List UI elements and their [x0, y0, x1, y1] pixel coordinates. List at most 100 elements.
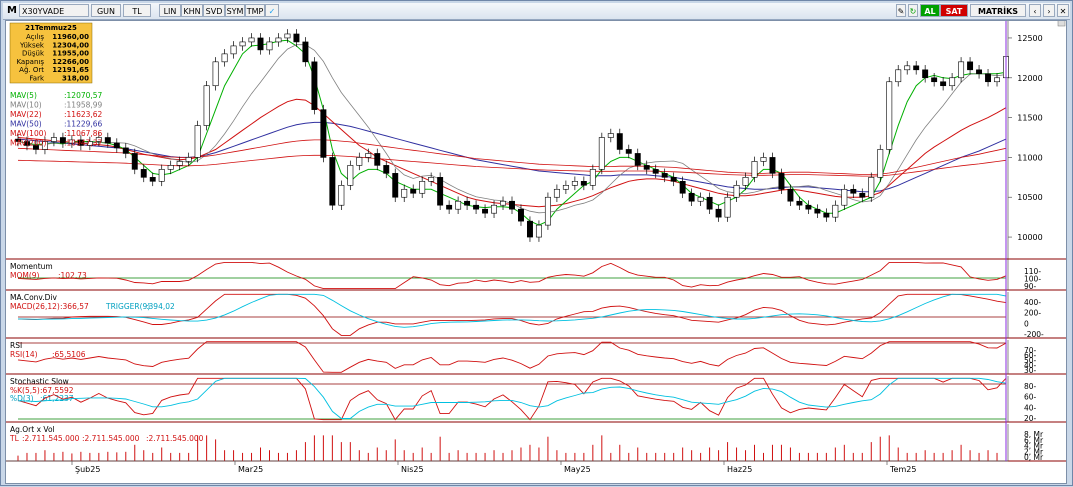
- candle: [607, 133, 614, 138]
- candle: [347, 165, 354, 186]
- line-chart-button[interactable]: LIN: [159, 4, 181, 17]
- currency-button[interactable]: TL: [123, 4, 151, 17]
- momentum-panel-title: Momentum: [10, 262, 53, 271]
- scroll-right-icon[interactable]: ›: [1043, 4, 1055, 17]
- candle: [634, 153, 641, 166]
- candle: [455, 200, 462, 210]
- scroll-left-icon[interactable]: ‹: [1029, 4, 1041, 17]
- candle: [832, 204, 839, 218]
- symbol-button[interactable]: SYM: [225, 4, 245, 17]
- chart-svg[interactable]: 12500 12000 11500 11000 10500 10000 21Temmuz2…: [6, 18, 1066, 483]
- stoch-panel-tick: 20-: [1024, 414, 1037, 423]
- x-tick-label: Haz25: [727, 465, 752, 474]
- candle: [526, 220, 533, 238]
- candle: [311, 61, 318, 110]
- symbol-selector[interactable]: X30YVADE: [19, 4, 89, 17]
- candle: [509, 200, 515, 210]
- candle: [895, 69, 902, 83]
- x-tick-label: Şub25: [75, 465, 100, 474]
- volume-panel-title: Ag.Ort x Vol: [10, 425, 55, 434]
- mav10-line: [17, 44, 1007, 214]
- candle: [15, 138, 21, 142]
- close-icon[interactable]: ✕: [1057, 4, 1069, 17]
- stoch-panel-tick: 80-: [1024, 382, 1037, 391]
- candle: [428, 177, 435, 182]
- candle: [751, 161, 758, 178]
- rsi-panel-legend: RSI(14): [10, 350, 38, 359]
- candle: [904, 65, 911, 71]
- candle: [212, 61, 219, 87]
- candle: [778, 173, 785, 190]
- chart-area[interactable]: 12500 12000 11500 11000 10500 10000 21Temmuz2…: [5, 18, 1067, 484]
- info-label: Kapanış: [16, 58, 44, 66]
- candle: [733, 184, 740, 198]
- rsi-panel-title: RSI: [10, 341, 22, 350]
- candle: [446, 204, 453, 210]
- ma-legend-value: :11958,99: [64, 101, 103, 110]
- mav100-line: [17, 139, 1007, 175]
- candle: [68, 139, 75, 144]
- period-button[interactable]: GUN: [91, 4, 121, 17]
- volume-panel-tick: 6, Mr: [1024, 436, 1044, 445]
- pencil-icon[interactable]: ✎: [896, 4, 906, 17]
- volume-panel: Ag.Ort x VolTL:2.711.545.000:2.711.545.0…: [6, 424, 1066, 462]
- candle: [266, 41, 273, 51]
- momentum-panel-tick: 90-: [1024, 282, 1037, 291]
- bar-chart-button[interactable]: SVD: [203, 4, 225, 17]
- candle: [221, 53, 228, 63]
- ma-legend-value: :12070,57: [64, 91, 103, 100]
- candle: [86, 141, 93, 146]
- share-bird-icon[interactable]: ✓: [265, 4, 279, 17]
- ma-legend-label: MAV(200): [10, 139, 46, 148]
- stoch-d-line: [17, 377, 1007, 419]
- candle: [239, 41, 246, 47]
- info-label: Düşük: [22, 50, 45, 58]
- candle: [544, 196, 551, 226]
- sell-button[interactable]: SAT: [940, 4, 968, 17]
- candle: [724, 196, 731, 218]
- panel-menu-icon[interactable]: [1057, 18, 1066, 27]
- volume-panel-legend: :2.711.545.000: [22, 434, 80, 443]
- candle: [877, 149, 884, 178]
- candle: [203, 85, 210, 126]
- info-value: 12266,00: [52, 58, 89, 66]
- candle: [473, 204, 480, 210]
- candle: [715, 208, 722, 218]
- matriks-button[interactable]: MATRİKS: [970, 4, 1026, 17]
- candle: [167, 165, 174, 170]
- ma-legend-label: MAV(10): [10, 101, 42, 110]
- macd-panel-tick: 0: [1024, 319, 1029, 328]
- candle: [742, 177, 749, 186]
- info-value: 11960,00: [52, 33, 89, 41]
- candle: [158, 169, 165, 182]
- candle: [302, 41, 309, 63]
- candle: [149, 177, 156, 182]
- candle-chart-button[interactable]: KHN: [181, 4, 203, 17]
- candle: [176, 161, 183, 166]
- buy-button[interactable]: AL: [920, 4, 940, 17]
- candle: [670, 177, 677, 182]
- candle: [518, 208, 524, 222]
- volume-panel-legend: TL: [9, 434, 20, 443]
- macd-line: [17, 293, 1007, 336]
- stoch-panel-legend: :67,5592: [40, 386, 74, 395]
- mav200-line: [17, 154, 1007, 177]
- candle: [374, 153, 381, 166]
- candle: [275, 37, 282, 43]
- candle: [616, 133, 623, 150]
- stoch-panel: Stochastic Slow%K(5,5):67,5592 80- 60-40- 2…: [6, 376, 1066, 423]
- info-label: Açılış: [26, 33, 44, 41]
- candle: [598, 137, 605, 170]
- candle: [940, 81, 947, 87]
- info-date: 21Temmuz25: [25, 24, 77, 32]
- candle: [59, 137, 66, 144]
- refresh-icon[interactable]: ↻: [908, 4, 918, 17]
- candle: [257, 37, 264, 51]
- template-button[interactable]: TMP: [245, 4, 265, 17]
- candle: [625, 149, 632, 154]
- candle: [410, 188, 417, 194]
- info-label: Ağ. Ort: [19, 66, 44, 74]
